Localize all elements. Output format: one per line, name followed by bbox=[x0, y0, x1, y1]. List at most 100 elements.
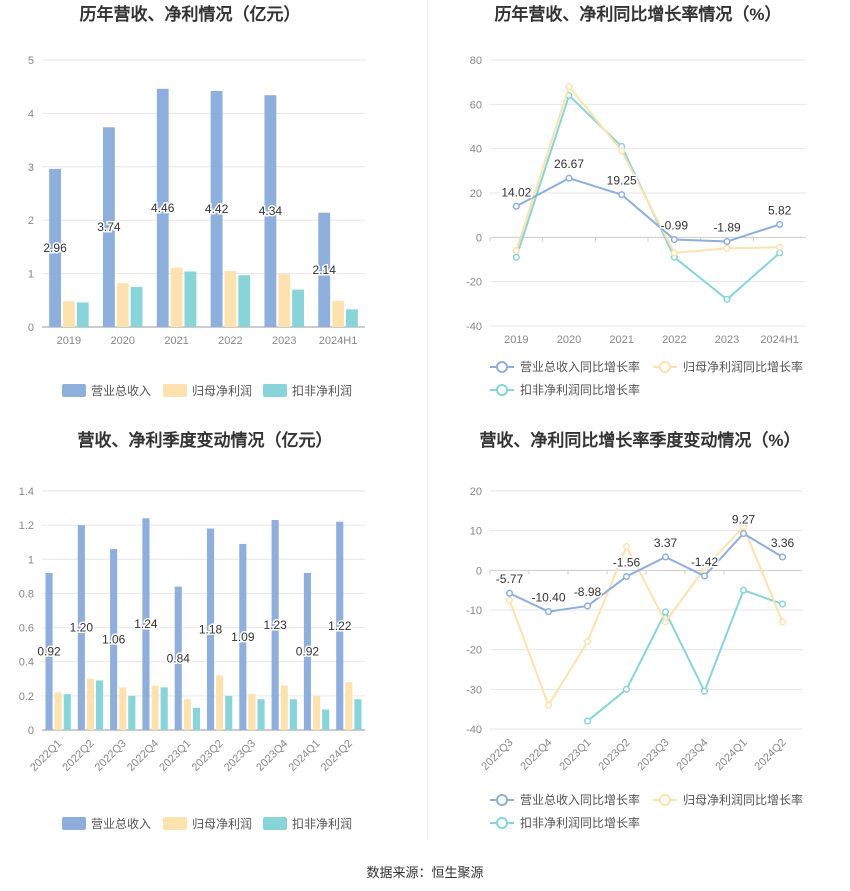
point bbox=[723, 244, 731, 252]
x-tick-label: 2019 bbox=[504, 334, 528, 346]
y-tick-label: 1 bbox=[28, 554, 34, 566]
point bbox=[776, 249, 784, 257]
data-label: -5.77 bbox=[496, 572, 524, 586]
point bbox=[723, 237, 731, 246]
point bbox=[583, 602, 592, 610]
data-label: 2.96 bbox=[43, 241, 67, 255]
legend-marker bbox=[496, 794, 508, 806]
y-tick-label: 1.2 bbox=[19, 520, 34, 532]
chart-svg: 营收、净利季度变动情况（亿元） 0 0.2 0.4 0.6 0.8 1 1.2 1.4 0.92 1… bbox=[19, 430, 365, 831]
data-label: 4.42 bbox=[205, 202, 229, 216]
data-label: -0.99 bbox=[661, 219, 689, 233]
legend-label: 营业总收入同比增长率 bbox=[520, 792, 640, 807]
point bbox=[739, 530, 748, 538]
y-tick-label: 80 bbox=[470, 55, 482, 67]
bar-revenue bbox=[174, 586, 182, 730]
chart-svg: 历年营收、净利同比增长率情况（%） -40 -20 0 20 40 60 80 14.02 26.… bbox=[466, 4, 806, 397]
annual-revenue-profit-chart: 历年营收、净利情况（亿元） 0 1 2 3 4 5 2.96 3.74 4.46 4.42 4.34 2… bbox=[0, 0, 427, 420]
point bbox=[583, 717, 592, 725]
bar-net-profit bbox=[280, 685, 288, 730]
y-tick-label: 3 bbox=[28, 162, 34, 174]
legend-marker bbox=[659, 361, 671, 373]
y-tick-label: 0 bbox=[28, 322, 34, 334]
bar-deducted-profit bbox=[322, 709, 330, 730]
bar-net-profit bbox=[116, 283, 129, 327]
x-tick-label: 2024Q1 bbox=[286, 738, 322, 774]
y-tick-label: -40 bbox=[466, 724, 482, 736]
x-tick-label: 2023Q4 bbox=[674, 737, 710, 773]
point bbox=[778, 618, 787, 626]
chart-svg: 营收、净利同比增长率季度变动情况（%） -40 -30 -20 -10 0 10 20 -5.7… bbox=[466, 430, 803, 830]
y-tick-label: 40 bbox=[470, 144, 482, 156]
legend-swatch bbox=[163, 817, 187, 830]
bar-net-profit bbox=[151, 685, 159, 730]
bar-deducted-profit bbox=[225, 695, 233, 730]
data-label: 0.84 bbox=[167, 651, 191, 665]
legend-label: 营业总收入同比增长率 bbox=[520, 359, 640, 374]
bar-revenue bbox=[303, 572, 311, 730]
line-deducted-profit-growth bbox=[586, 588, 783, 722]
x-tick-label: 2022Q3 bbox=[93, 738, 129, 774]
data-label: 3.74 bbox=[97, 220, 121, 234]
point bbox=[670, 235, 678, 244]
y-tick-label: 10 bbox=[470, 526, 482, 538]
line-revenue-growth bbox=[515, 177, 780, 243]
legend-label: 扣非净利润 bbox=[292, 817, 352, 831]
bar-net-profit bbox=[224, 270, 237, 327]
x-tick-label: 2024H1 bbox=[319, 335, 358, 347]
chart-svg: 历年营收、净利情况（亿元） 0 1 2 3 4 5 2.96 3.74 4.46 4.42 4.34 2… bbox=[28, 4, 365, 398]
data-source-note: 数据来源：恒生聚源 bbox=[366, 865, 484, 880]
bar-revenue bbox=[45, 572, 53, 730]
bar-deducted-profit bbox=[63, 694, 71, 730]
line-revenue-growth bbox=[509, 532, 784, 613]
bar-net-profit bbox=[119, 687, 127, 730]
data-label: 1.20 bbox=[70, 621, 94, 635]
quarterly-growth-rate-chart: 营收、净利同比增长率季度变动情况（%） -40 -30 -20 -10 0 10 20 -5.7… bbox=[428, 425, 850, 850]
x-tick-label: 2021 bbox=[164, 335, 188, 347]
point bbox=[661, 618, 670, 626]
x-tick-label: 2024H1 bbox=[760, 334, 799, 346]
point bbox=[622, 542, 631, 551]
point bbox=[505, 589, 514, 597]
y-tick-label: 60 bbox=[470, 99, 482, 111]
x-tick-label: 2022Q4 bbox=[518, 737, 554, 773]
legend-swatch bbox=[263, 817, 287, 830]
x-tick-label: 2023Q2 bbox=[190, 738, 226, 774]
y-tick-label: 0 bbox=[476, 565, 482, 577]
bar-revenue bbox=[239, 543, 247, 730]
legend-label: 归母净利润同比增长率 bbox=[683, 792, 803, 807]
legend-label: 扣非净利润同比增长率 bbox=[520, 382, 640, 397]
data-label: 0.92 bbox=[296, 644, 320, 658]
bar-deducted-profit bbox=[130, 286, 143, 327]
point bbox=[778, 600, 787, 608]
bar-revenue bbox=[264, 95, 277, 327]
point bbox=[565, 174, 573, 182]
x-tick-label: 2019 bbox=[57, 335, 81, 347]
bar-deducted-profit bbox=[76, 302, 89, 327]
data-label: 1.18 bbox=[199, 622, 223, 636]
y-tick-label: 0.4 bbox=[19, 657, 34, 669]
bar-net-profit bbox=[332, 300, 345, 327]
data-label: 14.02 bbox=[501, 185, 531, 199]
data-label: -1.89 bbox=[713, 221, 741, 235]
bar-deducted-profit bbox=[238, 275, 251, 327]
bar-revenue bbox=[102, 127, 115, 327]
quarterly-revenue-profit-chart: 营收、净利季度变动情况（亿元） 0 0.2 0.4 0.6 0.8 1 1.2 1.4 0.92 1… bbox=[0, 425, 427, 850]
x-tick-label: 2022Q2 bbox=[60, 738, 96, 774]
legend-swatch bbox=[263, 384, 287, 397]
data-label: 1.22 bbox=[328, 619, 352, 633]
bar-revenue bbox=[77, 525, 85, 730]
data-label: 4.34 bbox=[259, 204, 283, 218]
bar-deducted-profit bbox=[292, 289, 305, 327]
x-tick-label: 2023Q1 bbox=[557, 737, 593, 773]
y-tick-label: -10 bbox=[466, 605, 482, 617]
legend-swatch bbox=[163, 384, 187, 397]
x-tick-label: 2023Q2 bbox=[596, 737, 632, 773]
x-tick-label: 2024Q1 bbox=[713, 737, 749, 773]
point bbox=[739, 523, 748, 531]
x-tick-label: 2020 bbox=[111, 335, 135, 347]
point bbox=[622, 685, 631, 693]
legend-label: 归母净利润 bbox=[192, 384, 252, 398]
bar-revenue bbox=[336, 521, 344, 730]
y-tick-label: -20 bbox=[466, 645, 482, 657]
